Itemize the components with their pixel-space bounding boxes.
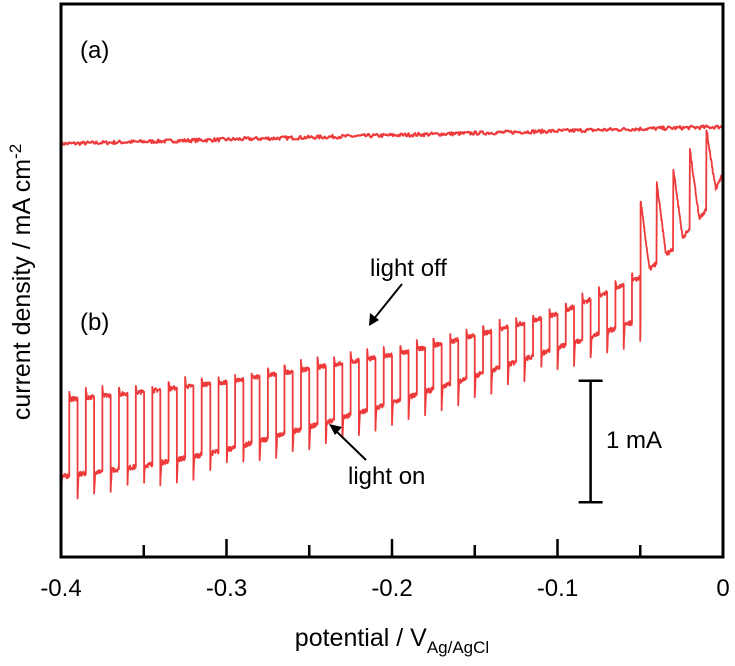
- light-on-label: light on: [348, 463, 425, 490]
- x-ticks: [59, 539, 725, 557]
- x-tick-labels: -0.4 -0.3 -0.2 -0.1 0: [40, 575, 729, 602]
- light-on-arrow: [334, 429, 367, 461]
- x-axis-title: potential / VAg/AgCl: [295, 624, 489, 657]
- light-on-arrowhead: [329, 424, 342, 435]
- light-off-label: light off: [370, 255, 447, 282]
- series-a-label: (a): [80, 37, 109, 64]
- x-tick-label: -0.3: [206, 575, 247, 602]
- x-tick-label: -0.4: [40, 575, 81, 602]
- scale-bar: [578, 379, 603, 504]
- annotation-arrows: [329, 283, 403, 461]
- light-off-arrowhead: [369, 313, 379, 326]
- data-series-layer: [59, 93, 724, 500]
- series-a-line: [59, 124, 724, 147]
- x-tick-label: -0.1: [537, 575, 578, 602]
- x-tick-label: 0: [716, 575, 729, 602]
- scale-bar-label: 1 mA: [606, 427, 662, 454]
- series-b-line: [60, 93, 724, 500]
- x-tick-label: -0.2: [371, 575, 412, 602]
- series-b-label: (b): [80, 309, 109, 336]
- light-off-arrow: [372, 283, 403, 321]
- y-axis-title: current density / mA cm-2: [6, 144, 36, 420]
